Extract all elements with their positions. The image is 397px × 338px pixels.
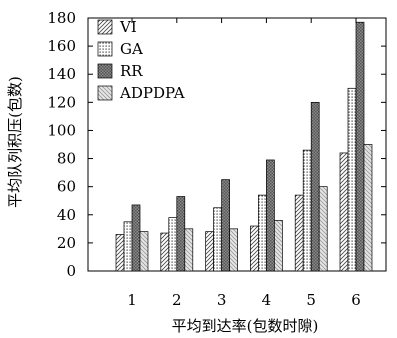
legend-label-adpdpa: ADPDPA	[119, 84, 185, 102]
bar-ga-2	[168, 217, 178, 272]
bar-vi-5	[294, 194, 304, 272]
x-tick-label: 3	[217, 291, 227, 309]
bar-ga-4	[258, 194, 267, 272]
bar-adpdpa-1	[139, 231, 149, 272]
legend-label-vi: VI	[119, 18, 137, 36]
bar-vi-2	[160, 232, 170, 272]
bar-ga-5	[302, 149, 312, 272]
bar-rr-4	[266, 159, 275, 272]
y-tick-label: 180	[47, 9, 76, 27]
y-axis-label: 平均队列积压(包数)	[6, 76, 24, 208]
bar-ga-1	[123, 221, 133, 272]
bar-ga-6	[347, 87, 357, 272]
bar-vi-6	[339, 152, 349, 272]
legend-label-ga: GA	[120, 40, 143, 58]
y-tick-label: 60	[57, 178, 76, 196]
y-tick-label: 20	[57, 234, 76, 252]
legend: VI GA RR ADPDPA	[97, 18, 185, 102]
bar-rr-5	[310, 101, 320, 272]
bar-vi-3	[205, 231, 214, 272]
x-tick-label: 2	[172, 291, 182, 309]
bar-rr-2	[176, 196, 186, 272]
bar-adpdpa-5	[318, 186, 328, 272]
x-axis-label: 平均到达率(包数时隙)	[172, 317, 319, 335]
x-tick-label: 4	[262, 291, 272, 309]
y-tick-label: 120	[47, 93, 76, 111]
bar-rr-6	[355, 21, 365, 272]
bar-rr-1	[131, 204, 141, 272]
y-tick-label: 80	[57, 150, 76, 168]
bar-vi-4	[250, 225, 259, 272]
legend-label-rr: RR	[120, 62, 143, 80]
y-tick-label: 100	[47, 121, 76, 139]
legend-swatch-ga	[97, 41, 113, 57]
bar-rr-3	[221, 179, 230, 272]
bar-adpdpa-6	[363, 144, 373, 272]
bar-vi-1	[115, 234, 125, 272]
x-tick-label: 6	[351, 291, 361, 309]
legend-swatch-vi	[97, 19, 113, 35]
bars	[115, 21, 373, 272]
bar-adpdpa-3	[229, 228, 238, 272]
y-tick-label: 40	[57, 206, 76, 224]
x-tick-label: 5	[306, 291, 316, 309]
bar-adpdpa-4	[274, 220, 283, 272]
legend-swatch-rr	[97, 63, 113, 79]
bar-adpdpa-2	[184, 228, 194, 272]
y-tick-label: 140	[47, 65, 76, 83]
y-tick-label: 160	[47, 37, 76, 55]
bar-ga-3	[213, 207, 222, 272]
y-axis-ticks: 0 20 40 60 80 100 120 140 160 180	[47, 9, 386, 280]
y-tick-label: 0	[66, 262, 76, 280]
legend-swatch-adpdpa	[97, 85, 113, 101]
x-tick-label: 1	[127, 291, 137, 309]
